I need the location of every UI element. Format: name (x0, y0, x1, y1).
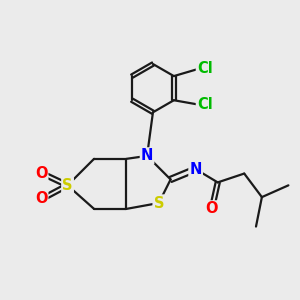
Text: O: O (206, 201, 218, 216)
Text: N: N (141, 148, 153, 164)
Text: Cl: Cl (197, 61, 213, 76)
Text: S: S (154, 196, 164, 211)
Text: Cl: Cl (197, 97, 213, 112)
Text: N: N (190, 162, 202, 177)
Text: S: S (62, 178, 73, 193)
Text: O: O (35, 191, 47, 206)
Text: O: O (35, 166, 47, 181)
